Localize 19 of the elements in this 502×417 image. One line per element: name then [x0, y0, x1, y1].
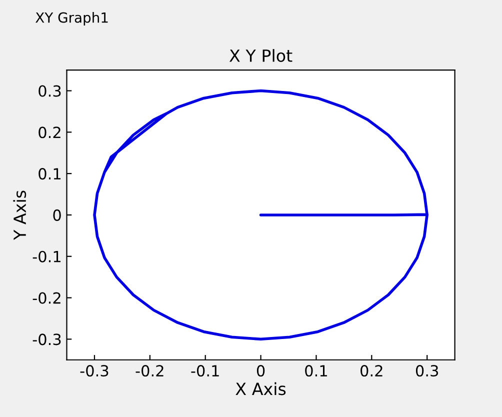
- y-tick-label: -0.3: [32, 334, 61, 346]
- y-tick-label: 0.2: [38, 126, 60, 138]
- y-tick-label: 0.3: [38, 85, 61, 97]
- x-tick-label: 0: [256, 365, 265, 377]
- x-tick-label: -0.3: [80, 365, 108, 377]
- y-tick-label: 0.1: [38, 168, 60, 180]
- y-tick-label: -0.1: [32, 250, 60, 262]
- x-tick-label: 0.2: [360, 365, 382, 377]
- chart-title: X Y Plot: [229, 49, 292, 62]
- x-axis-title: X Axis: [236, 382, 286, 396]
- x-tick-label: 0.3: [416, 365, 438, 377]
- y-axis-title: Y Axis: [13, 190, 26, 240]
- y-tick-label: 0: [53, 209, 61, 221]
- y-tick-label: -0.2: [32, 292, 60, 304]
- x-tick-label: -0.2: [136, 365, 164, 377]
- text: XY Graph1: [36, 12, 108, 26]
- x-tick-label: 0.1: [305, 365, 327, 377]
- line-series: [93, 89, 428, 341]
- x-tick-label: -0.1: [191, 365, 219, 377]
